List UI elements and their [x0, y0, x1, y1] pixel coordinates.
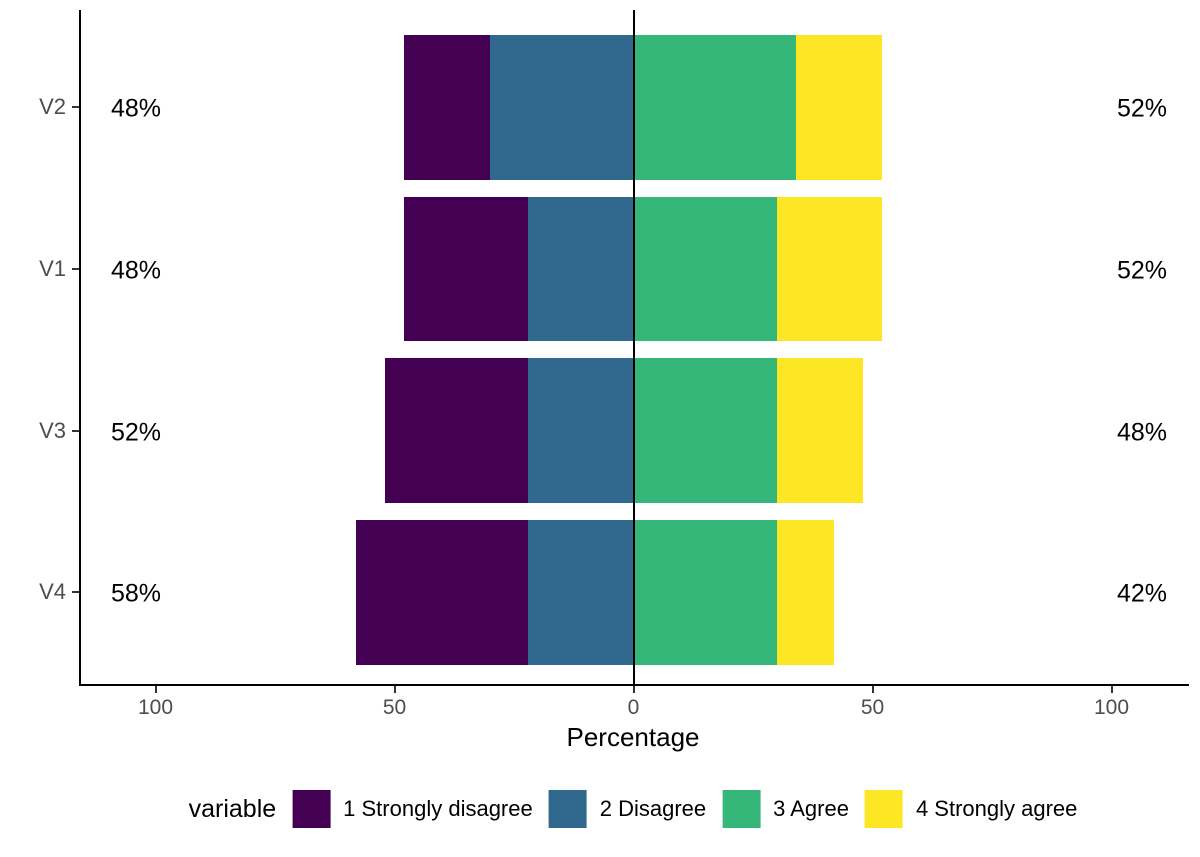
y-axis-tick-v3: [72, 429, 79, 432]
bar-segment-v4-4-strongly-agree: [776, 520, 835, 665]
x-axis-tick-100-4: [1110, 686, 1113, 693]
legend-item-2-disagree: 2 Disagree: [548, 790, 707, 828]
legend-label-3-agree: 3 Agree: [773, 796, 849, 821]
bar-segment-v1-3-agree: [633, 196, 777, 342]
bar-segment-v3-1-strongly-disagree: [384, 358, 529, 503]
x-axis-title: Percentage: [566, 722, 700, 752]
bar-segment-v3-3-agree: [633, 358, 777, 503]
x-axis-tick-label-0-2: 0: [627, 696, 640, 719]
left-total-label-v3: 52%: [110, 418, 162, 447]
legend-label-4-strongly-agree: 4 Strongly agree: [915, 796, 1078, 821]
bar-segment-v2-2-disagree: [490, 35, 634, 180]
x-axis-tick-label-100-4: 100: [1093, 696, 1130, 719]
legend-items: 1 Strongly disagree 2 Disagree 3 Agree 4 St…: [292, 790, 1077, 828]
category-label-v3: V3: [39, 417, 66, 443]
legend-swatch-2-disagree: [548, 790, 587, 828]
x-axis-tick-100-0: [154, 686, 157, 693]
bar-segment-v3-4-strongly-agree: [776, 358, 863, 503]
right-total-label-v3: 48%: [1116, 418, 1168, 447]
bar-segment-v2-1-strongly-disagree: [404, 35, 491, 180]
zero-reference-line: [632, 10, 635, 693]
bar-segment-v4-2-disagree: [528, 520, 634, 665]
right-total-label-v4: 42%: [1116, 579, 1168, 608]
y-axis-tick-v4: [72, 591, 79, 594]
y-axis-tick-v2: [72, 106, 79, 109]
legend-item-3-agree: 3 Agree: [722, 790, 849, 828]
legend-swatch-1-strongly-disagree: [292, 790, 331, 828]
legend-swatch-4-strongly-agree: [864, 790, 903, 828]
left-total-label-v4: 58%: [110, 579, 162, 608]
bar-segment-v2-3-agree: [633, 35, 797, 180]
x-axis-tick-label-50-3: 50: [860, 696, 885, 719]
bar-segment-v2-4-strongly-agree: [796, 35, 883, 180]
y-axis-tick-v1: [72, 267, 79, 270]
x-axis-tick-50-3: [871, 686, 874, 693]
legend: variable 1 Strongly disagree 2 Disagree 3 …: [188, 790, 1077, 828]
x-axis-tick-50-1: [393, 686, 396, 693]
x-axis-line: [78, 684, 1189, 686]
legend-title: variable: [188, 794, 277, 823]
category-label-v2: V2: [39, 94, 66, 120]
bar-segment-v4-1-strongly-disagree: [356, 520, 529, 665]
bar-segment-v1-1-strongly-disagree: [404, 196, 529, 342]
x-axis-tick-label-100-0: 100: [137, 696, 174, 719]
left-total-label-v1: 48%: [110, 256, 162, 285]
bar-segment-v1-2-disagree: [528, 196, 634, 342]
category-label-v1: V1: [39, 255, 66, 281]
x-axis-tick-0-2: [632, 686, 635, 693]
y-axis-line: [78, 10, 81, 686]
legend-label-2-disagree: 2 Disagree: [599, 796, 707, 821]
bar-segment-v3-2-disagree: [528, 358, 634, 503]
bar-segment-v4-3-agree: [633, 520, 777, 665]
right-total-label-v1: 52%: [1116, 256, 1168, 285]
right-total-label-v2: 52%: [1116, 94, 1168, 123]
legend-swatch-3-agree: [722, 790, 761, 828]
bar-segment-v1-4-strongly-agree: [776, 196, 883, 342]
legend-item-4-strongly-agree: 4 Strongly agree: [864, 790, 1078, 828]
legend-item-1-strongly-disagree: 1 Strongly disagree: [292, 790, 533, 828]
category-label-v4: V4: [39, 579, 66, 605]
left-total-label-v2: 48%: [110, 94, 162, 123]
x-axis-tick-label-50-1: 50: [382, 696, 407, 719]
legend-label-1-strongly-disagree: 1 Strongly disagree: [343, 796, 533, 821]
